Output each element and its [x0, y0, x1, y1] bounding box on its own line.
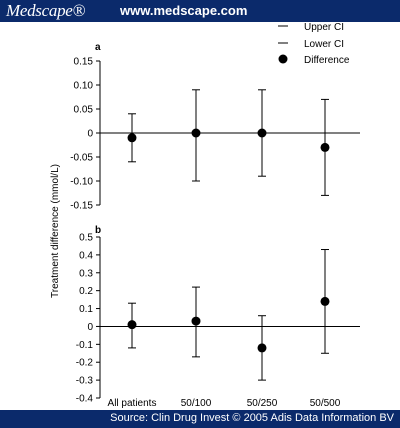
y-tick-label: 0.10 [74, 81, 94, 92]
y-tick-label: -0.05 [70, 153, 93, 164]
difference-point [320, 296, 330, 306]
y-tick-label: -0.10 [70, 177, 93, 188]
y-tick-label: 0.5 [79, 233, 93, 244]
difference-point [127, 133, 137, 143]
panel-label: a [95, 42, 101, 53]
y-tick-label: 0.4 [79, 250, 93, 261]
medscape-logo[interactable]: Medscape® [6, 1, 86, 20]
site-url[interactable]: www.medscape.com [120, 3, 248, 18]
x-category-label: 50/100 [181, 398, 212, 409]
y-tick-label: -0.4 [76, 394, 94, 405]
header-bar: Medscape® www.medscape.com [0, 0, 400, 22]
difference-point [257, 128, 267, 138]
y-tick-label: 0.3 [79, 268, 93, 279]
difference-point [127, 320, 137, 330]
y-tick-label: -0.1 [76, 340, 94, 351]
y-tick-label: -0.2 [76, 358, 94, 369]
x-category-label: 50/250 [247, 398, 278, 409]
y-tick-label: 0.15 [74, 57, 94, 68]
x-category-label: 50/500 [310, 398, 341, 409]
y-tick-label: -0.3 [76, 376, 94, 387]
source-note: Source: Clin Drug Invest © 2005 Adis Dat… [110, 412, 394, 424]
difference-point [191, 128, 201, 138]
legend-difference-label: Difference [304, 55, 350, 66]
legend-upper-ci-label: Upper CI [304, 22, 344, 33]
y-tick-label: 0.1 [79, 304, 93, 315]
difference-point [257, 343, 267, 353]
y-tick-label: 0 [87, 129, 93, 140]
y-tick-label: 0 [87, 322, 93, 333]
footer-bar: Source: Clin Drug Invest © 2005 Adis Dat… [0, 410, 400, 428]
x-category-label: All patients [108, 398, 157, 409]
difference-point [191, 316, 201, 326]
y-tick-label: 0.05 [74, 105, 94, 116]
legend-lower-ci-label: Lower CI [304, 39, 344, 50]
y-axis-title: Treatment difference (mmol/L) [50, 164, 61, 298]
difference-point [320, 142, 330, 152]
y-tick-label: -0.15 [70, 201, 93, 212]
y-tick-label: 0.2 [79, 286, 93, 297]
panel-label: b [95, 225, 101, 236]
legend-difference-symbol [278, 54, 288, 64]
treatment-difference-chart: a0.150.100.050-0.05-0.10-0.15b0.50.40.30… [50, 22, 360, 409]
